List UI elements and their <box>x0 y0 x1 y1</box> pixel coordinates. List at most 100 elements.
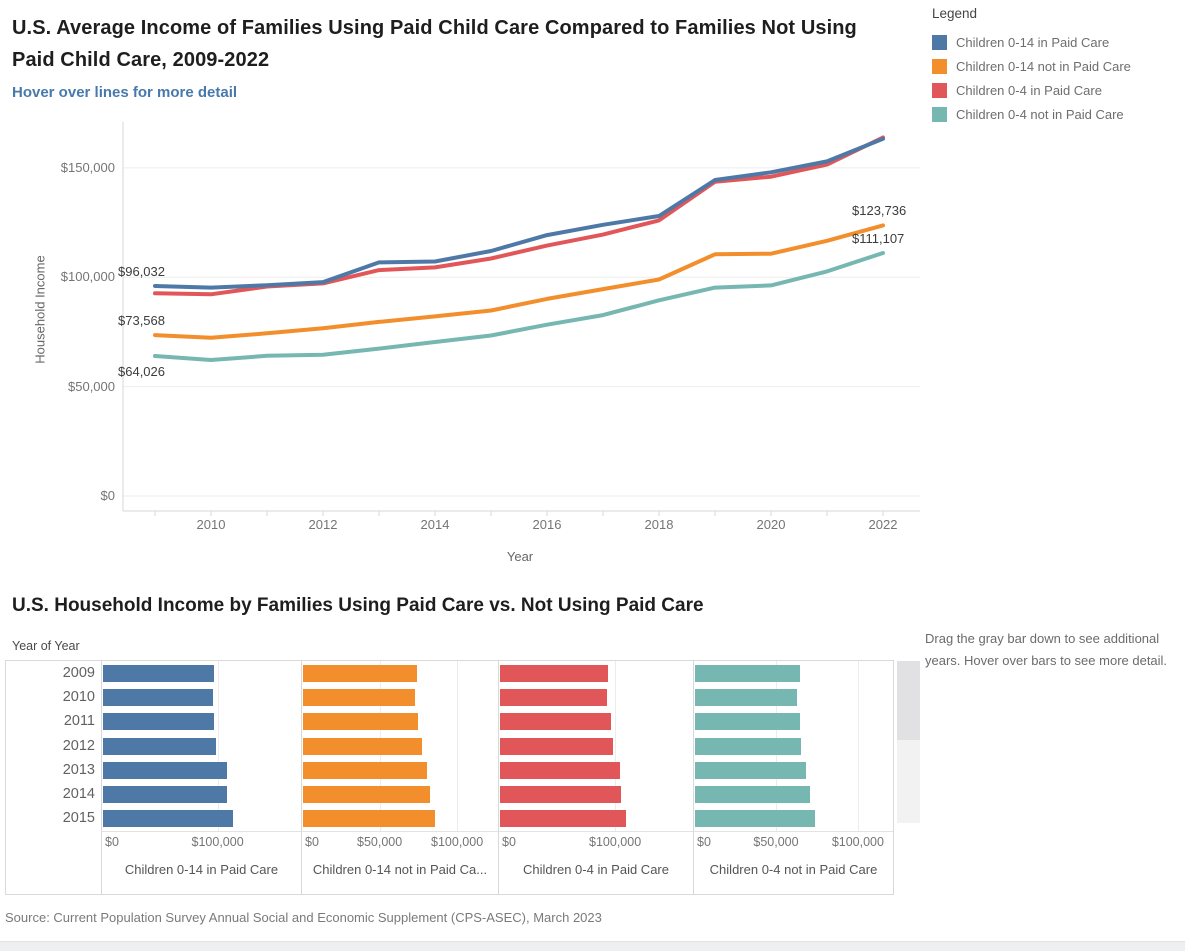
x-tick-label: 2022 <box>868 517 898 532</box>
x-tick-label: 2012 <box>308 517 338 532</box>
bar[interactable] <box>103 713 215 731</box>
bar[interactable] <box>103 665 214 682</box>
data-annotation: $73,568 <box>118 313 165 329</box>
bar-chart-title: U.S. Household Income by Families Using … <box>12 595 704 616</box>
x-tick-label: 2018 <box>644 517 674 532</box>
bar[interactable] <box>500 737 613 755</box>
bar-x-tick-label: $100,000 <box>589 835 642 849</box>
bar-panel-label: Children 0-14 in Paid Care <box>124 862 279 877</box>
y-tick-label: $0 <box>100 488 115 503</box>
bar[interactable] <box>500 713 612 731</box>
legend-swatch <box>932 106 947 122</box>
line-chart-plot <box>122 122 920 516</box>
bar-panel-1: $0 $100,000 Children 0-14 in Paid Care <box>101 661 301 894</box>
line-chart-title: U.S. Average Income of Families Using Pa… <box>12 17 857 71</box>
bar-x-tick-label: $100,000 <box>191 835 244 849</box>
x-tick-label: 2014 <box>420 517 450 532</box>
bar-panel-3: $0 $100,000 Children 0-4 in Paid Care <box>498 661 693 894</box>
bar[interactable] <box>500 761 620 779</box>
legend-swatch <box>932 82 947 98</box>
data-annotation: $96,032 <box>118 263 165 279</box>
line-series-children-0-14-in-paid-care[interactable] <box>153 136 885 290</box>
legend-item[interactable]: Children 0-14 not in Paid Care <box>932 54 1182 78</box>
gridline <box>217 661 219 831</box>
legend-items: Children 0-14 in Paid Care Children 0-14 … <box>932 30 1182 126</box>
legend-item-label: Children 0-4 not in Paid Care <box>956 106 1124 122</box>
bar-panel-label: Children 0-4 not in Paid Care <box>709 862 878 877</box>
source-note: Source: Current Population Survey Annual… <box>5 910 602 925</box>
year-row-label: 2012 <box>62 737 95 754</box>
bar-chart-table: 2009 2010 2011 2012 2013 2014 2015 $0 $100,000 Ch… <box>5 660 894 895</box>
bar[interactable] <box>695 713 801 731</box>
bar-axis-line <box>101 831 893 832</box>
bar[interactable] <box>303 810 435 828</box>
bar-x-tick-label: $0 <box>105 835 119 849</box>
bar[interactable] <box>500 665 608 682</box>
x-tick-label: 2020 <box>756 517 786 532</box>
legend-item-label: Children 0-14 not in Paid Care <box>956 58 1131 74</box>
year-row-label: 2011 <box>63 713 95 730</box>
bar[interactable] <box>695 761 806 779</box>
bar-x-tick-label: $50,000 <box>753 835 799 849</box>
line-series-children-0-4-not-in-paid-care[interactable] <box>153 251 885 362</box>
legend-title: Legend <box>932 6 978 21</box>
gridline <box>615 661 617 831</box>
bar[interactable] <box>695 665 800 682</box>
bar-panel-4: $0 $50,000 $100,000 Children 0-4 not in Pai… <box>693 661 893 894</box>
line-series-children-0-14-not-in-paid-care[interactable] <box>153 223 885 340</box>
bar[interactable] <box>695 689 797 707</box>
legend-item[interactable]: Children 0-4 in Paid Care <box>932 78 1182 102</box>
bar[interactable] <box>303 786 431 803</box>
year-row-label: 2015 <box>62 810 95 827</box>
legend-item-label: Children 0-14 in Paid Care <box>956 34 1110 50</box>
line-series-children-0-4-in-paid-care[interactable] <box>153 135 885 297</box>
y-tick-label: $150,000 <box>60 159 115 175</box>
data-annotation: $111,107 <box>852 230 905 246</box>
bar[interactable] <box>303 689 416 707</box>
bar[interactable] <box>695 786 811 803</box>
bar[interactable] <box>303 737 422 755</box>
legend-item[interactable]: Children 0-14 in Paid Care <box>932 30 1182 54</box>
y-tick-label: $50,000 <box>68 378 115 394</box>
gridline <box>457 661 459 831</box>
bar-x-tick-label: $0 <box>502 835 516 849</box>
year-row-label: 2010 <box>62 689 95 706</box>
bar-row-header: Year of Year <box>12 639 80 653</box>
bar-x-tick-label: $0 <box>305 835 319 849</box>
bar[interactable] <box>303 665 418 682</box>
drag-instruction-note: Drag the gray bar down to see additional… <box>925 631 1168 668</box>
bar[interactable] <box>500 810 627 828</box>
bar[interactable] <box>103 689 214 707</box>
bar[interactable] <box>103 786 227 803</box>
year-row-label: 2014 <box>62 786 95 802</box>
year-row-label: 2013 <box>62 761 95 778</box>
year-row-label: 2009 <box>62 665 95 681</box>
bar[interactable] <box>103 737 217 755</box>
scrollbar-track[interactable] <box>897 661 920 823</box>
data-annotation: $123,736 <box>852 203 907 219</box>
x-axis-title: Year <box>506 549 534 564</box>
bar[interactable] <box>695 810 816 828</box>
bar-x-tick-label: $100,000 <box>431 835 484 849</box>
bar[interactable] <box>103 761 227 779</box>
legend-item-label: Children 0-4 in Paid Care <box>956 82 1102 98</box>
bar[interactable] <box>103 810 233 828</box>
bar-x-tick-label: $0 <box>697 835 711 849</box>
bar[interactable] <box>303 713 419 731</box>
bar[interactable] <box>695 737 801 755</box>
bar-x-tick-label: $100,000 <box>831 835 884 849</box>
bar-panel-2: $0 $50,000 $100,000 Children 0-14 not in Pa… <box>301 661 498 894</box>
line-chart-subtitle: Hover over lines for more detail <box>12 84 238 101</box>
legend-swatch <box>932 58 947 74</box>
x-tick-label: 2016 <box>532 517 562 532</box>
bottom-divider-bar <box>0 941 1185 951</box>
data-annotation: $64,026 <box>118 363 165 379</box>
scrollbar-thumb[interactable] <box>897 661 920 740</box>
x-tick-label: 2010 <box>196 517 226 532</box>
legend-swatch <box>932 34 947 50</box>
bar-panel-label: Children 0-14 not in Paid Ca... <box>312 862 488 877</box>
bar[interactable] <box>500 689 607 707</box>
legend-item[interactable]: Children 0-4 not in Paid Care <box>932 102 1182 126</box>
bar[interactable] <box>500 786 622 803</box>
bar[interactable] <box>303 761 427 779</box>
